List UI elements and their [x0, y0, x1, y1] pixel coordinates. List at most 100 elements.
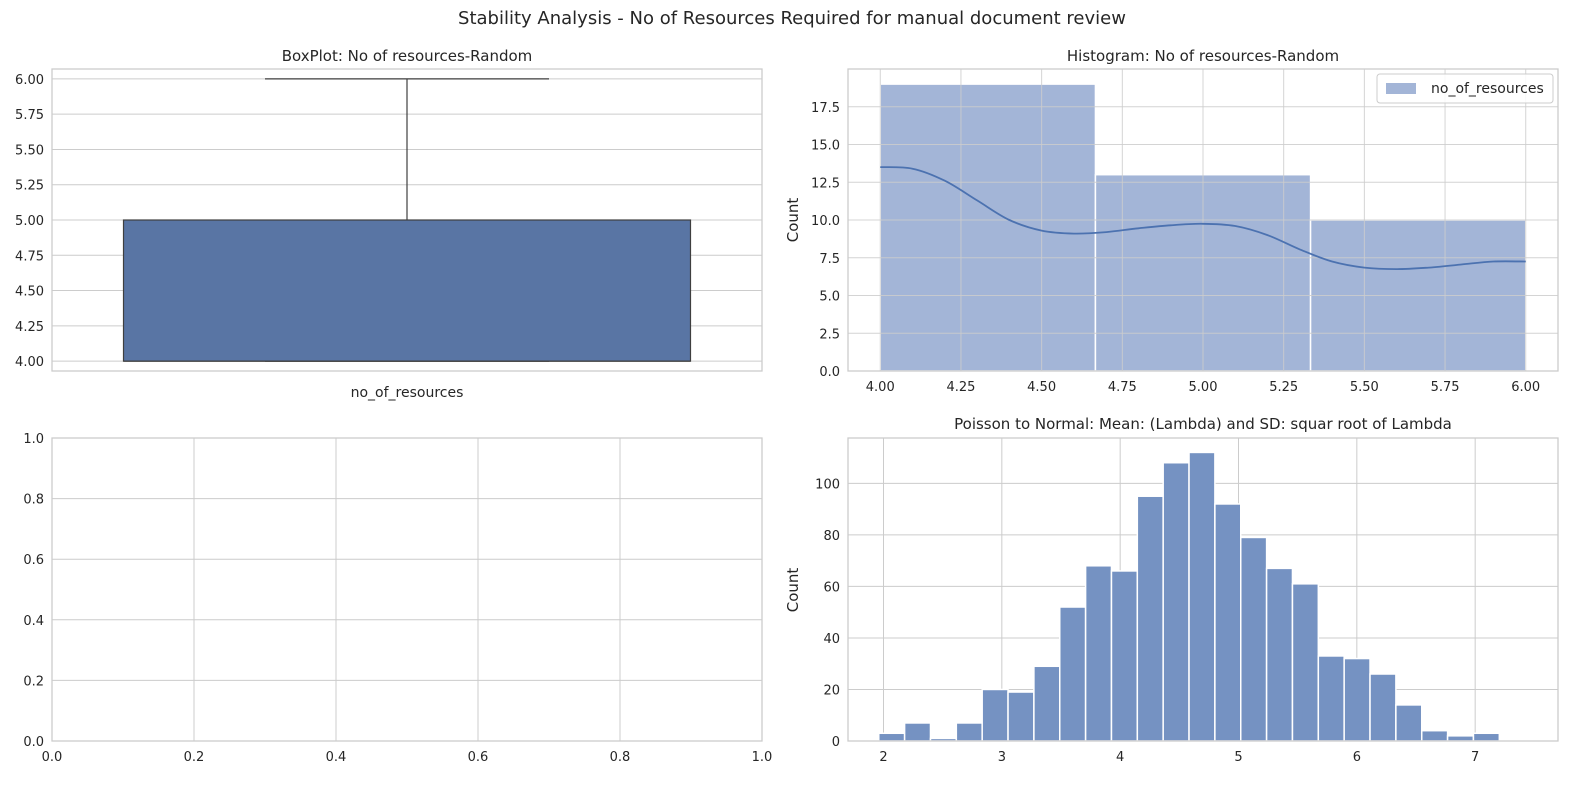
- poisson-bar: [1420, 729, 1449, 742]
- empty-x-tick-label: 0.4: [326, 750, 347, 765]
- poisson-y-tick-label: 40: [823, 632, 840, 647]
- poisson-bar: [1188, 451, 1216, 742]
- boxplot-y-tick-label: 5.25: [15, 179, 44, 194]
- poisson-bar: [1317, 655, 1345, 742]
- boxplot-x-tick-label: no_of_resources: [351, 385, 464, 401]
- poisson-bar: [903, 722, 932, 742]
- histogram-y-tick-label: 17.5: [811, 101, 840, 116]
- empty-y-tick-label: 0.6: [23, 553, 44, 568]
- poisson-y-axis-label: Count: [784, 568, 802, 613]
- empty-x-tick-label: 0.2: [184, 750, 205, 765]
- histogram-x-tick-label: 5.00: [1189, 380, 1218, 395]
- empty-gridlines: [51, 437, 763, 742]
- histogram-x-tick-label: 5.75: [1431, 380, 1460, 395]
- poisson-y-tick-label: 0: [832, 735, 840, 750]
- histogram-y-tick-label: 15.0: [811, 139, 840, 154]
- histogram-bar: [879, 83, 1097, 372]
- poisson-bar: [1162, 461, 1190, 742]
- histogram-x-tick-label: 4.25: [946, 380, 975, 395]
- boxplot-y-tick-label: 4.50: [15, 285, 44, 300]
- poisson-y-tick-label: 100: [815, 477, 840, 492]
- boxplot-panel: BoxPlot: No of resources-Random 4.00 4.25…: [15, 47, 763, 401]
- poisson-y-tick-labels: 0 20 40 60 80 100: [815, 477, 840, 750]
- poisson-x-tick-label: 2: [879, 750, 887, 765]
- poisson-bar: [1472, 732, 1501, 742]
- poisson-y-tick-label: 60: [823, 580, 840, 595]
- histogram-y-axis-label: Count: [784, 198, 802, 243]
- histogram-frame: [847, 68, 1559, 372]
- poisson-bar: [1239, 536, 1268, 742]
- figure-suptitle: Stability Analysis - No of Resources Req…: [458, 8, 1126, 29]
- poisson-bar: [1369, 673, 1397, 742]
- poisson-x-tick-label: 7: [1471, 750, 1479, 765]
- histogram-x-tick-labels: 4.00 4.25 4.50 4.75 5.00 5.25 5.50 5.75 6.00: [866, 380, 1540, 395]
- boxplot-y-tick-label: 5.75: [15, 108, 44, 123]
- poisson-bar: [1007, 691, 1035, 742]
- poisson-bar: [981, 688, 1009, 742]
- histogram-kde-line: [880, 166, 1526, 271]
- boxplot-y-tick-label: 4.75: [15, 249, 44, 264]
- histogram-legend: no_of_resources: [1376, 73, 1554, 104]
- histogram-x-tick-label: 5.25: [1269, 380, 1298, 395]
- poisson-bar: [1265, 567, 1294, 742]
- legend-swatch: [1386, 83, 1416, 94]
- histogram-y-tick-label: 0.0: [819, 365, 840, 380]
- boxplot-title: BoxPlot: No of resources-Random: [282, 47, 533, 65]
- poisson-frame: [847, 437, 1559, 742]
- poisson-x-tick-label: 3: [998, 750, 1006, 765]
- empty-x-tick-label: 0.0: [42, 750, 63, 765]
- histogram-x-tick-label: 4.50: [1027, 380, 1056, 395]
- boxplot-y-tick-label: 4.00: [15, 355, 44, 370]
- poisson-bar: [955, 722, 983, 742]
- histogram-x-tick-label: 4.00: [866, 380, 895, 395]
- poisson-x-tick-label: 4: [1116, 750, 1124, 765]
- histogram-y-tick-label: 5.0: [819, 290, 840, 305]
- poisson-bar: [1214, 503, 1242, 742]
- boxplot-marks: [122, 78, 692, 362]
- poisson-panel: Poisson to Normal: Mean: (Lambda) and SD…: [784, 415, 1559, 765]
- poisson-x-tick-label: 6: [1353, 750, 1361, 765]
- boxplot-y-tick-labels: 4.00 4.25 4.50 4.75 5.00 5.25 5.50 5.75 6.00: [15, 73, 44, 370]
- empty-y-tick-labels: 0.0 0.2 0.4 0.6 0.8 1.0: [23, 432, 44, 750]
- empty-x-tick-label: 0.8: [610, 750, 631, 765]
- histogram-title: Histogram: No of resources-Random: [1067, 47, 1339, 65]
- histogram-panel: Histogram: No of resources-Random 0.0 2.5…: [784, 47, 1559, 395]
- poisson-x-tick-labels: 2 3 4 5 6 7: [879, 750, 1479, 765]
- poisson-bar: [1136, 495, 1164, 742]
- histogram-x-tick-label: 4.75: [1108, 380, 1137, 395]
- boxplot-y-tick-label: 5.50: [15, 143, 44, 158]
- poisson-bar: [1084, 565, 1113, 742]
- histogram-x-tick-label: 5.50: [1350, 380, 1379, 395]
- poisson-y-tick-label: 80: [823, 529, 840, 544]
- legend-frame: [1376, 73, 1554, 104]
- boxplot-box: [122, 219, 692, 362]
- poisson-bar: [878, 732, 906, 742]
- poisson-bar: [1343, 657, 1371, 742]
- histogram-y-tick-label: 7.5: [819, 252, 840, 267]
- poisson-bar: [1395, 704, 1423, 742]
- histogram-y-tick-label: 10.0: [811, 214, 840, 229]
- empty-y-tick-label: 0.8: [23, 493, 44, 508]
- empty-x-tick-label: 0.6: [468, 750, 489, 765]
- poisson-bar: [1446, 735, 1475, 742]
- poisson-x-tick-label: 5: [1234, 750, 1242, 765]
- empty-panel: 0.0 0.2 0.4 0.6 0.8 1.0 0.0 0.2 0.4 0.6 0.8 1.0: [23, 432, 772, 765]
- empty-y-tick-label: 0.2: [23, 674, 44, 689]
- histogram-y-tick-labels: 0.0 2.5 5.0 7.5 10.0 12.5 15.0 17.5: [811, 101, 840, 380]
- poisson-y-tick-label: 20: [823, 683, 840, 698]
- boxplot-y-tick-label: 6.00: [15, 73, 44, 88]
- legend-label: no_of_resources: [1431, 81, 1544, 97]
- histogram-y-tick-label: 12.5: [811, 176, 840, 191]
- boxplot-frame: [51, 68, 763, 372]
- empty-x-tick-label: 1.0: [752, 750, 773, 765]
- poisson-bars: [878, 451, 1501, 742]
- empty-x-tick-labels: 0.0 0.2 0.4 0.6 0.8 1.0: [42, 750, 773, 765]
- histogram-y-tick-label: 2.5: [819, 327, 840, 342]
- poisson-bar: [1291, 583, 1320, 742]
- histogram-kde: [880, 166, 1526, 271]
- empty-y-tick-label: 0.4: [23, 614, 44, 629]
- histogram-x-tick-label: 6.00: [1511, 380, 1540, 395]
- empty-y-tick-label: 0.0: [23, 735, 44, 750]
- empty-y-tick-label: 1.0: [23, 432, 44, 447]
